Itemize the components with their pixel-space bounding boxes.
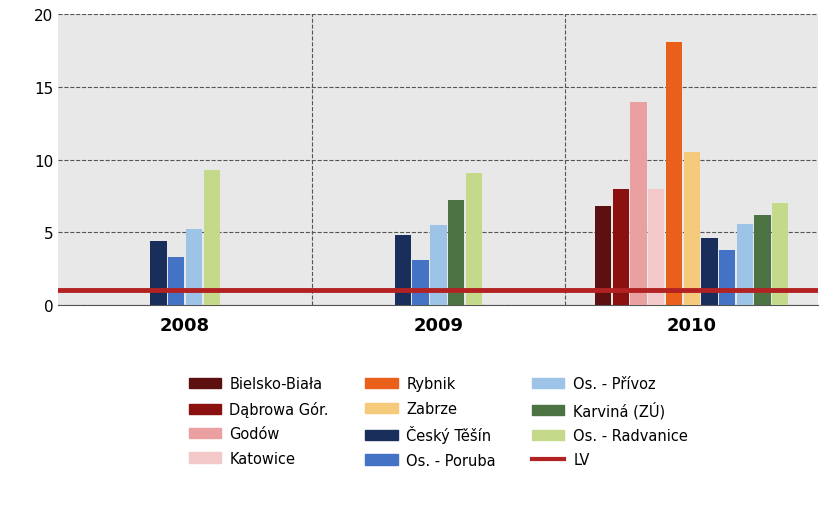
Bar xyxy=(168,258,185,305)
Legend: Bielsko-Biała, Dąbrowa Gór., Godów, Katowice, Rybnik, Zabrze, Český Těšín, Os. -: Bielsko-Biała, Dąbrowa Gór., Godów, Kato… xyxy=(183,371,694,473)
Bar xyxy=(648,189,665,305)
Bar xyxy=(772,204,788,305)
Bar xyxy=(684,153,700,305)
Bar xyxy=(701,239,717,305)
Bar xyxy=(630,102,646,305)
Bar xyxy=(448,201,464,305)
Bar xyxy=(150,242,167,305)
Bar xyxy=(665,43,682,305)
Bar xyxy=(430,225,447,305)
Bar xyxy=(736,224,753,305)
Bar xyxy=(613,189,629,305)
Bar xyxy=(204,171,220,305)
Bar xyxy=(395,236,411,305)
Bar xyxy=(719,250,736,305)
Bar xyxy=(754,215,771,305)
Bar xyxy=(595,207,611,305)
Bar xyxy=(186,230,202,305)
Bar xyxy=(412,261,429,305)
Bar xyxy=(466,174,482,305)
